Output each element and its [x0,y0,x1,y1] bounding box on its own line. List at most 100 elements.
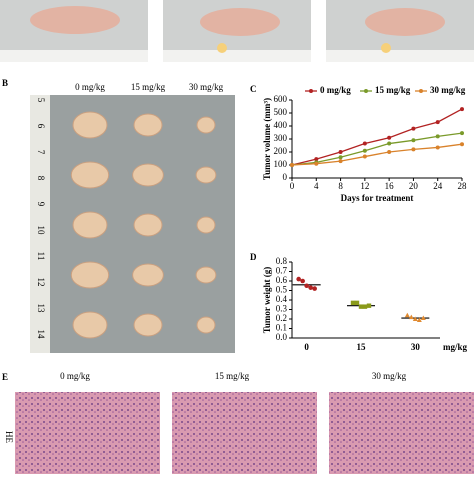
panel-label: E [2,372,8,382]
point [296,276,301,282]
line [291,132,463,166]
y-tick-label: 0.1 [276,323,287,333]
tumor [133,113,163,137]
point [435,134,440,139]
dose-label: 15 mg/kg [131,82,166,92]
point [354,300,360,306]
ruler-number: 5 [36,98,46,103]
y-tick-label: 100 [274,159,288,169]
histology-image [15,392,160,474]
y-axis-label: Tumor volume (mm³) [262,98,272,180]
ruler-number: 14 [36,330,46,340]
tumor [72,311,108,339]
tumor [196,116,216,134]
point [350,300,356,306]
point [411,147,416,152]
y-tick-label: 0.3 [276,304,288,314]
point [366,303,372,308]
ruler-number: 13 [36,304,46,314]
legend-marker [364,89,368,93]
ruler-number: 11 [36,252,46,261]
stain-label: HE [4,431,14,443]
y-tick-label: 0 [283,172,288,182]
mouse-photos [0,0,474,62]
point [408,314,414,320]
x-tick-label: 4 [314,181,319,191]
point [338,159,343,164]
x-tick-label: 8 [338,181,343,191]
line [291,143,463,166]
ruler-number: 7 [36,150,46,155]
x-tick-label: 28 [458,181,468,191]
tumor [132,263,164,287]
point [420,315,426,321]
point [412,316,418,321]
x-tick-label: 15 [357,342,367,352]
point [387,141,392,146]
line [291,108,463,166]
point [362,154,367,159]
panel-label: D [250,252,257,262]
tumor [133,313,163,337]
x-axis-label: mg/kg [443,342,468,352]
y-tick-label: 400 [274,120,288,130]
y-tick-label: 0.8 [276,256,288,266]
legend-label: 0 mg/kg [320,85,351,95]
point [338,155,343,160]
tumor [70,261,110,289]
dose-label: 0 mg/kg [60,371,90,381]
point [460,107,464,112]
legend-label: 30 mg/kg [430,85,466,95]
point [387,135,392,140]
dose-label: 30 mg/kg [189,82,224,92]
y-tick-label: 0.5 [276,285,288,295]
histology-image [329,392,474,474]
x-tick-label: 0 [290,181,295,191]
x-tick-label: 16 [385,181,395,191]
ruler-number: 6 [36,124,46,129]
point [338,150,343,154]
point [435,145,440,150]
point [312,286,317,291]
y-tick-label: 0.6 [276,275,288,285]
point [362,148,367,153]
dose-label: 0 mg/kg [75,82,105,92]
y-tick-label: 300 [274,133,288,143]
legend-label: 15 mg/kg [375,85,411,95]
histology-image [172,392,317,474]
y-tick-label: 500 [274,107,288,117]
point [362,141,367,146]
panel-label: C [250,84,257,94]
tumor [72,211,108,239]
y-tick-label: 600 [274,94,288,104]
point [435,120,440,125]
point [358,304,364,309]
point [362,304,368,309]
point [300,278,305,284]
point [404,312,410,318]
panel-label: B [2,78,8,88]
ruler-number: 12 [36,278,46,287]
x-tick-label: 12 [360,181,369,191]
tumor [196,216,216,234]
dose-label: 15 mg/kg [215,371,250,381]
x-tick-label: 24 [433,181,443,191]
point [308,285,313,290]
ruler-number: 8 [36,176,46,181]
tumor [70,161,110,189]
y-axis-label: Tumor weight (g) [262,267,272,334]
point [416,317,422,322]
point [411,138,416,143]
y-tick-label: 0.0 [276,332,288,342]
point [304,283,309,289]
x-tick-label: 30 [411,342,421,352]
x-tick-label: 0 [304,342,309,352]
point [290,163,294,167]
point [460,131,464,136]
point [314,157,319,162]
y-tick-label: 0.4 [276,294,288,304]
tumor [195,166,217,184]
tumor [132,163,164,187]
ruler-number: 10 [36,226,46,236]
